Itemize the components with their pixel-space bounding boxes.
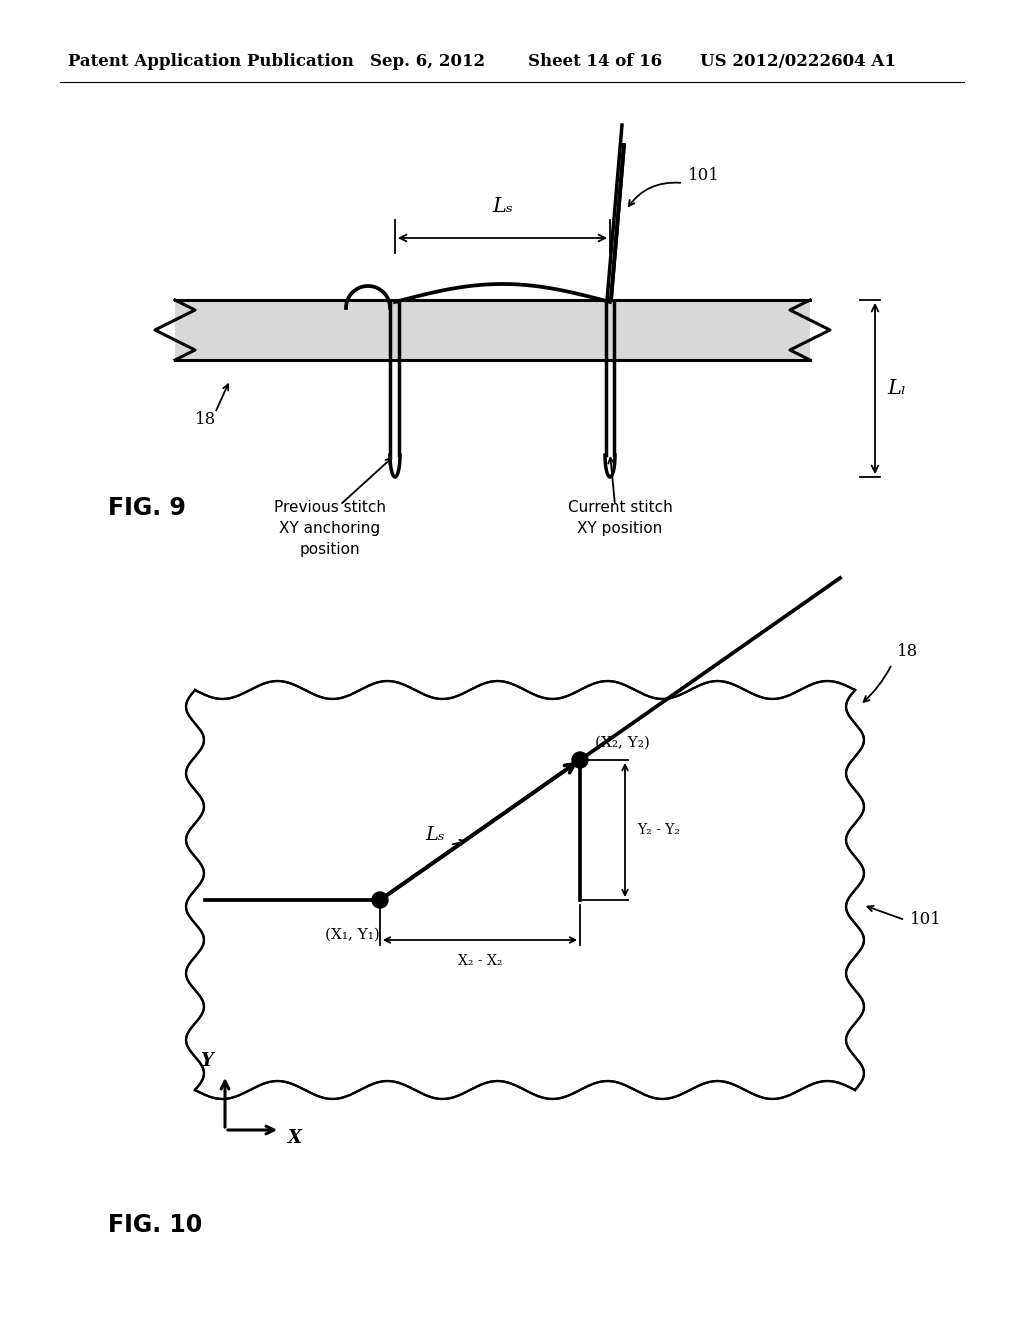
- Text: 18: 18: [195, 412, 216, 429]
- Text: Current stitch
XY position: Current stitch XY position: [567, 500, 673, 536]
- Text: Y₂ - Y₂: Y₂ - Y₂: [637, 822, 680, 837]
- Text: US 2012/0222604 A1: US 2012/0222604 A1: [700, 54, 896, 70]
- Text: FIG. 9: FIG. 9: [108, 496, 186, 520]
- Circle shape: [372, 892, 388, 908]
- Text: Lₛ: Lₛ: [493, 197, 513, 216]
- Text: Patent Application Publication: Patent Application Publication: [68, 54, 354, 70]
- Text: 18: 18: [897, 644, 919, 660]
- Text: Lₛ: Lₛ: [425, 826, 445, 843]
- Bar: [194, 689, 856, 1092]
- Circle shape: [572, 752, 588, 768]
- Text: X: X: [288, 1129, 302, 1147]
- Text: 101: 101: [910, 912, 942, 928]
- Text: 101: 101: [688, 166, 720, 183]
- Bar: [175, 300, 810, 360]
- Text: (X₂, Y₂): (X₂, Y₂): [595, 737, 650, 750]
- Text: X₂ - X₂: X₂ - X₂: [458, 954, 502, 968]
- Text: FIG. 10: FIG. 10: [108, 1213, 203, 1237]
- Text: Sheet 14 of 16: Sheet 14 of 16: [528, 54, 663, 70]
- Text: Lₗ: Lₗ: [887, 379, 906, 399]
- Text: Previous stitch
XY anchoring
position: Previous stitch XY anchoring position: [274, 500, 386, 557]
- Text: Sep. 6, 2012: Sep. 6, 2012: [370, 54, 485, 70]
- Text: Y: Y: [201, 1052, 213, 1071]
- Text: (X₁, Y₁): (X₁, Y₁): [325, 928, 380, 942]
